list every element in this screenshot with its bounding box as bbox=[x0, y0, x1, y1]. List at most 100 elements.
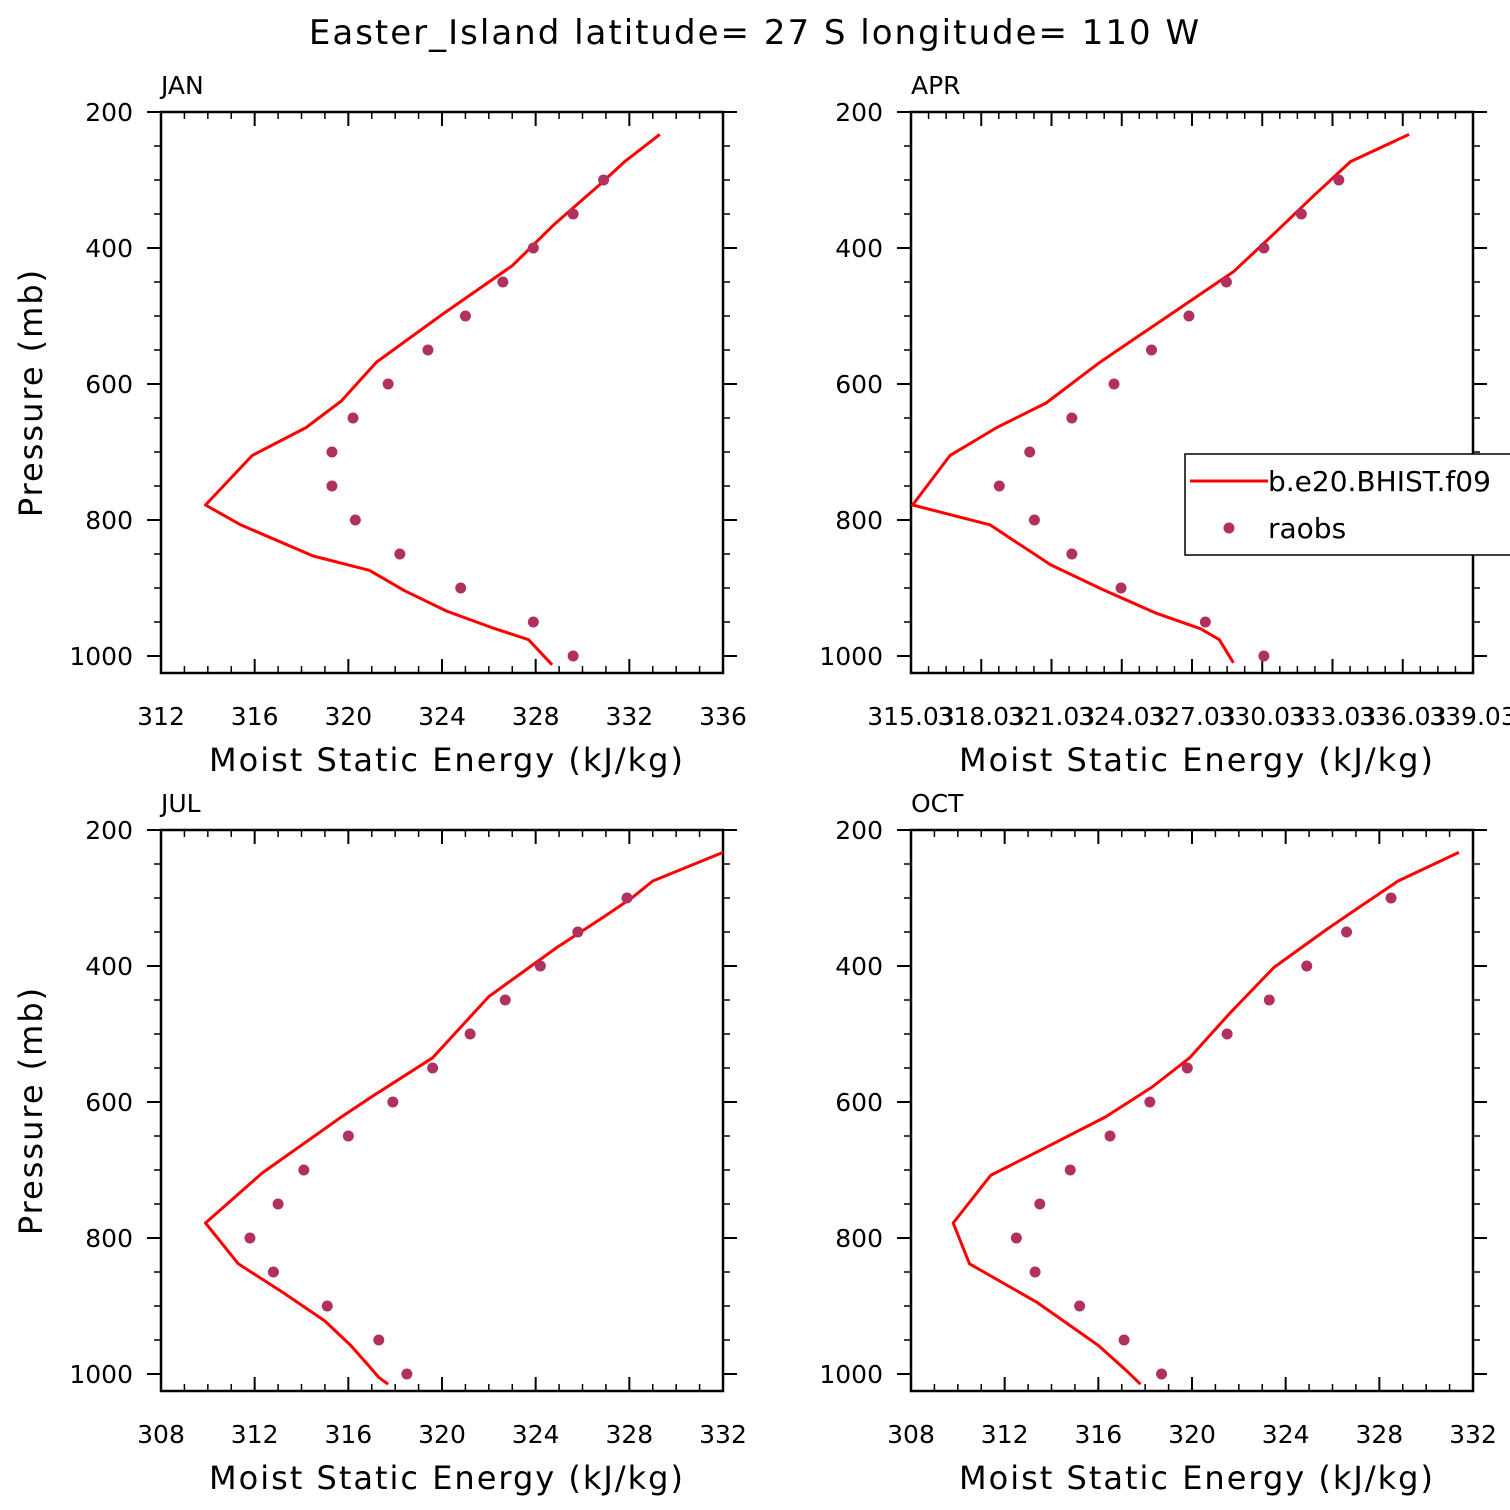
y-axis-title: Pressure (mb) bbox=[12, 268, 50, 517]
raob-point bbox=[1341, 926, 1353, 938]
raob-point bbox=[534, 960, 546, 972]
raob-point bbox=[1145, 344, 1157, 356]
y-tick-label: 1000 bbox=[69, 642, 133, 671]
panel-jan: JAN 312 316 320 324 328 332 336 200 400 600 800 1000… bbox=[12, 71, 747, 779]
raob-point bbox=[272, 1198, 284, 1210]
raob-point bbox=[1066, 548, 1078, 560]
y-tick-label: 800 bbox=[85, 1224, 133, 1253]
raob-point bbox=[422, 344, 434, 356]
raob-point bbox=[1104, 1130, 1116, 1142]
legend-box bbox=[1184, 453, 1510, 556]
raob-point bbox=[1199, 616, 1211, 628]
y-tick-label: 200 bbox=[85, 98, 133, 127]
legend-marker-swatch bbox=[1223, 522, 1235, 534]
x-tick-label: 328 bbox=[605, 1420, 653, 1449]
legend-label-raobs: raobs bbox=[1268, 512, 1346, 545]
raob-point bbox=[1144, 1096, 1156, 1108]
x-tick-label: 320 bbox=[418, 1420, 466, 1449]
panel-label: JAN bbox=[159, 71, 204, 100]
x-tick-label: 330.03 bbox=[1219, 702, 1306, 731]
raob-point bbox=[497, 276, 509, 288]
raob-point bbox=[1263, 994, 1275, 1006]
x-axis-title: Moist Static Energy (kJ/kg) bbox=[209, 741, 685, 779]
x-tick-label: 336.03 bbox=[1359, 702, 1446, 731]
plot-data bbox=[911, 133, 1410, 664]
y-tick-label: 800 bbox=[835, 506, 883, 535]
x-tick-label: 312 bbox=[231, 1420, 279, 1449]
raob-point bbox=[342, 1130, 354, 1142]
x-tick-label: 324 bbox=[418, 702, 466, 731]
y-tick-label: 1000 bbox=[819, 1360, 883, 1389]
x-tick-label: 328 bbox=[1355, 1420, 1403, 1449]
raob-point bbox=[321, 1300, 333, 1312]
raob-point bbox=[1074, 1300, 1086, 1312]
panel-label: OCT bbox=[911, 789, 964, 818]
raob-point bbox=[326, 446, 338, 458]
panel-jul: JUL 308 312 316 320 324 328 332 200 400 600 800 1000… bbox=[12, 789, 747, 1497]
y-tick-label: 400 bbox=[835, 234, 883, 263]
x-axis-title: Moist Static Energy (kJ/kg) bbox=[209, 1459, 685, 1497]
raob-point bbox=[1295, 208, 1307, 220]
raob-point bbox=[459, 310, 471, 322]
raob-point bbox=[1183, 310, 1195, 322]
raob-point bbox=[1024, 446, 1036, 458]
x-tick-label: 324.03 bbox=[1078, 702, 1165, 731]
raob-point bbox=[401, 1368, 413, 1380]
x-tick-label: 318.03 bbox=[938, 702, 1025, 731]
raob-point bbox=[598, 174, 610, 186]
raob-point bbox=[1333, 174, 1345, 186]
panel-label: APR bbox=[911, 71, 961, 100]
raob-point bbox=[621, 892, 633, 904]
x-tick-label: 339.03 bbox=[1429, 702, 1510, 731]
raob-point bbox=[1108, 378, 1120, 390]
raob-point bbox=[373, 1334, 385, 1346]
x-tick-label: 332 bbox=[605, 702, 653, 731]
x-tick-label: 308 bbox=[137, 1420, 185, 1449]
raob-point bbox=[267, 1266, 279, 1278]
raob-point bbox=[1181, 1062, 1193, 1074]
y-tick-label: 200 bbox=[835, 816, 883, 845]
panel-label: JUL bbox=[159, 789, 201, 818]
y-tick-label: 1000 bbox=[819, 642, 883, 671]
raob-point bbox=[1029, 1266, 1041, 1278]
x-tick-label: 320 bbox=[324, 702, 372, 731]
raob-point bbox=[1301, 960, 1313, 972]
plot-data bbox=[204, 133, 661, 666]
raob-point bbox=[567, 650, 579, 662]
plot-frame bbox=[159, 110, 725, 675]
x-tick-label: 308 bbox=[887, 1420, 935, 1449]
raob-point bbox=[1258, 650, 1270, 662]
raob-point bbox=[326, 480, 338, 492]
raob-point bbox=[244, 1232, 256, 1244]
raob-point bbox=[298, 1164, 310, 1176]
raob-point bbox=[347, 412, 359, 424]
x-tick-label: 328 bbox=[512, 702, 560, 731]
legend: b.e20.BHIST.f09 raobs bbox=[1184, 453, 1510, 556]
y-tick-label: 400 bbox=[835, 952, 883, 981]
y-axis-title: Pressure (mb) bbox=[12, 986, 50, 1235]
legend-label-model: b.e20.BHIST.f09 bbox=[1268, 465, 1491, 498]
raob-point bbox=[349, 514, 361, 526]
raob-point bbox=[1028, 514, 1040, 526]
raob-point bbox=[382, 378, 394, 390]
raob-point bbox=[1385, 892, 1397, 904]
raob-point bbox=[1066, 412, 1078, 424]
raob-point bbox=[527, 242, 539, 254]
raob-point bbox=[1064, 1164, 1076, 1176]
panel-oct: OCT 308 312 316 320 324 328 332 200 400 600 800 1000… bbox=[819, 789, 1496, 1497]
raob-point bbox=[993, 480, 1005, 492]
x-tick-label: 332 bbox=[699, 1420, 747, 1449]
raob-point bbox=[1034, 1198, 1046, 1210]
x-tick-label: 315.03 bbox=[867, 702, 954, 731]
x-tick-label: 332 bbox=[1449, 1420, 1497, 1449]
y-tick-label: 200 bbox=[835, 98, 883, 127]
raob-point bbox=[394, 548, 406, 560]
raob-point bbox=[464, 1028, 476, 1040]
raob-point bbox=[499, 994, 511, 1006]
x-tick-label: 321.03 bbox=[1008, 702, 1095, 731]
x-axis-title: Moist Static Energy (kJ/kg) bbox=[959, 1459, 1435, 1497]
raob-point bbox=[1156, 1368, 1168, 1380]
x-tick-label: 327.03 bbox=[1148, 702, 1235, 731]
